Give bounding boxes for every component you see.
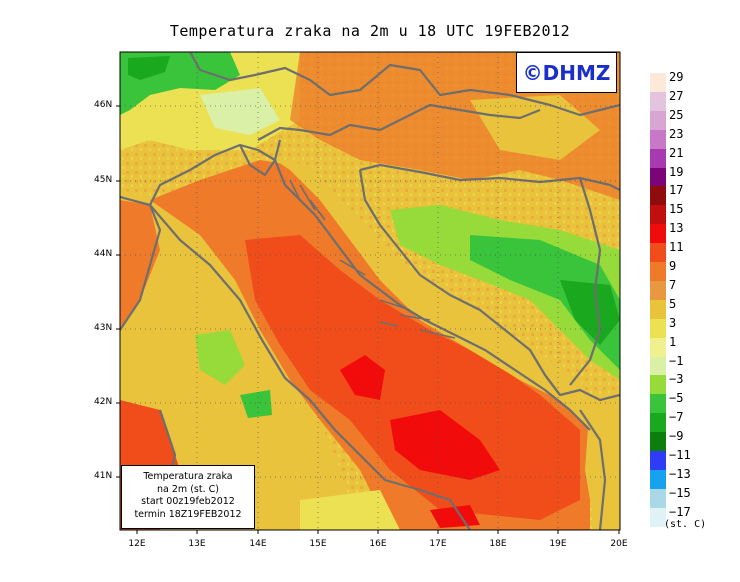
lat-label-44: 44N — [94, 249, 113, 259]
legend-label: 1 — [669, 334, 677, 349]
legend-swatch — [650, 186, 666, 206]
legend-label: 21 — [669, 145, 684, 160]
islands-kvarner — [289, 179, 326, 221]
legend-swatch — [650, 224, 666, 244]
map-title: Temperatura zraka na 2m u 18 UTC 19FEB20… — [169, 22, 571, 40]
legend-label: 3 — [669, 315, 677, 330]
legend-label: 15 — [669, 202, 684, 217]
info-line-4: termin 18Z19FEB2012 — [134, 508, 242, 520]
legend-swatch — [650, 375, 666, 395]
legend-swatch — [650, 280, 666, 301]
alps-colder-spot — [128, 56, 170, 80]
legend-label: −1 — [669, 353, 684, 368]
adriatic-hot-spot-3 — [430, 505, 480, 528]
legend-swatch — [650, 337, 666, 357]
legend-swatch — [650, 148, 666, 168]
legend-label: −11 — [669, 448, 691, 462]
legend-swatch — [650, 356, 666, 376]
legend-label: 11 — [669, 240, 684, 255]
lon-label-17: 17E — [429, 539, 447, 549]
legend-swatch — [650, 110, 666, 131]
lat-label-42: 42N — [94, 397, 113, 407]
islands-dalmatia — [339, 259, 456, 339]
legend-swatch — [650, 394, 666, 414]
lat-label-43: 43N — [94, 323, 113, 333]
croatia-hungary-border — [399, 103, 541, 121]
legend-swatch — [650, 167, 666, 187]
legend-label: 23 — [669, 126, 684, 141]
lon-label-20: 20E — [610, 539, 628, 549]
lat-label-46: 46N — [94, 100, 113, 110]
legend-label: −5 — [669, 391, 684, 406]
lon-label-14: 14E — [249, 539, 267, 549]
lon-label-15: 15E — [309, 539, 327, 549]
croatian-coast-band — [275, 160, 600, 430]
slovenia-croatia-border — [257, 119, 401, 141]
legend-units: (st. C) — [664, 519, 707, 530]
legend-swatch — [650, 243, 666, 263]
legend-swatch — [650, 129, 666, 150]
adriatic-sea-core — [245, 235, 580, 520]
legend-swatch — [650, 488, 666, 509]
info-line-1: Temperatura zraka — [143, 471, 233, 482]
legend-label: −17 — [669, 504, 691, 519]
legend-label: −13 — [669, 466, 691, 481]
legend-label: 13 — [669, 221, 684, 236]
istria-coast — [239, 139, 282, 177]
dinaric-cold-region — [390, 205, 620, 380]
lat-label-41: 41N — [94, 471, 113, 481]
south-italy-pale — [300, 490, 400, 530]
adriatic-hot-spot-1 — [340, 355, 385, 400]
alps-border — [189, 52, 620, 117]
plot-frame — [119, 51, 621, 531]
adriatic-hot-spot-2 — [390, 410, 500, 480]
legend-label: −7 — [669, 410, 684, 425]
albania-border — [579, 409, 607, 530]
legend-swatch — [650, 413, 666, 433]
north-adriatic-coastline — [149, 143, 591, 431]
lon-label-19: 19E — [549, 539, 567, 549]
lon-label-13: 13E — [188, 539, 206, 549]
info-line-3: start 00z19feb2012 — [141, 496, 235, 507]
apennine-cool-spot — [195, 330, 245, 385]
legend-swatch — [650, 507, 666, 528]
montenegro-border — [544, 374, 620, 402]
italy-east-coastline — [120, 195, 471, 530]
legend-swatch — [650, 262, 666, 282]
croatia-bosnia-border — [358, 163, 620, 396]
info-box: Temperatura zraka na 2m (st. C) start 00… — [121, 465, 255, 529]
lon-label-16: 16E — [369, 539, 387, 549]
legend-label: 9 — [669, 259, 677, 273]
dhmz-logo: ©DHMZ — [516, 52, 617, 93]
tyrrhenian-sea — [120, 200, 160, 330]
legend-swatch — [650, 432, 666, 452]
legend-swatch — [650, 73, 666, 93]
legend-label: 19 — [669, 164, 684, 179]
legend-label: −15 — [669, 485, 691, 500]
legend-label: 17 — [669, 183, 684, 198]
legend-label: 27 — [669, 88, 684, 103]
legend-swatch — [650, 299, 666, 320]
legend-label: 5 — [669, 296, 677, 311]
lon-label-12: 12E — [128, 539, 146, 549]
apennine-cool-spot-2 — [240, 390, 272, 418]
lat-label-45: 45N — [94, 175, 113, 185]
legend-label: −3 — [669, 372, 684, 387]
legend-label: 25 — [669, 107, 684, 122]
legend-swatch — [650, 318, 666, 339]
bosnia-serbia-border — [569, 177, 602, 386]
lon-label-18: 18E — [489, 539, 507, 549]
legend-swatch — [650, 451, 666, 471]
legend-swatch — [650, 91, 666, 112]
alps-pale-band — [200, 88, 280, 135]
info-line-2: na 2m (st. C) — [157, 483, 219, 495]
bosnia-cold-core — [470, 235, 620, 370]
legend-label: 29 — [669, 70, 684, 84]
legend-label: −9 — [669, 429, 684, 444]
legend-label: 7 — [669, 277, 677, 292]
legend-swatch — [650, 469, 666, 490]
legend-swatch — [650, 205, 666, 225]
